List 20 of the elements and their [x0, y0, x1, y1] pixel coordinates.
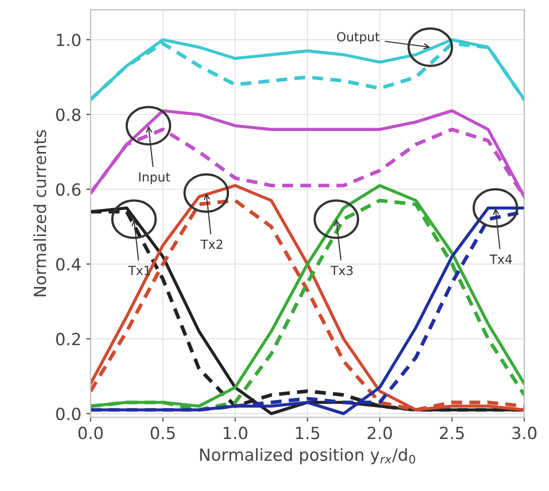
annotation: Tx3 [330, 266, 353, 276]
annotation: Tx4 [490, 254, 512, 264]
y-tick-label: 1.0 [56, 34, 80, 46]
x-tick-label: 2.5 [440, 426, 464, 440]
y-tick-label: 0.0 [56, 408, 80, 420]
x-tick-label: 1.0 [224, 426, 248, 440]
y-tick-label: 0.2 [56, 332, 80, 346]
y-tick-label: 0.4 [56, 258, 81, 271]
annotation: Output [337, 32, 380, 44]
annotation: Input [139, 172, 170, 184]
x-tick-label: 0.0 [78, 426, 103, 440]
y-tick-label: 0.6 [56, 183, 81, 196]
x-tick-label: 2.0 [368, 426, 392, 440]
annotation: Tx2 [200, 240, 222, 249]
y-axis-title: Normalized currents [33, 130, 46, 296]
x-tick-label: 0.5 [150, 426, 175, 440]
y-tick-label: 0.8 [56, 108, 80, 122]
x-axis-title: Normalized position y$_{rx}$/d$_{0}$ [200, 448, 416, 464]
x-tick-label: 3.0 [512, 426, 536, 440]
x-tick-label: 1.5 [296, 426, 320, 440]
